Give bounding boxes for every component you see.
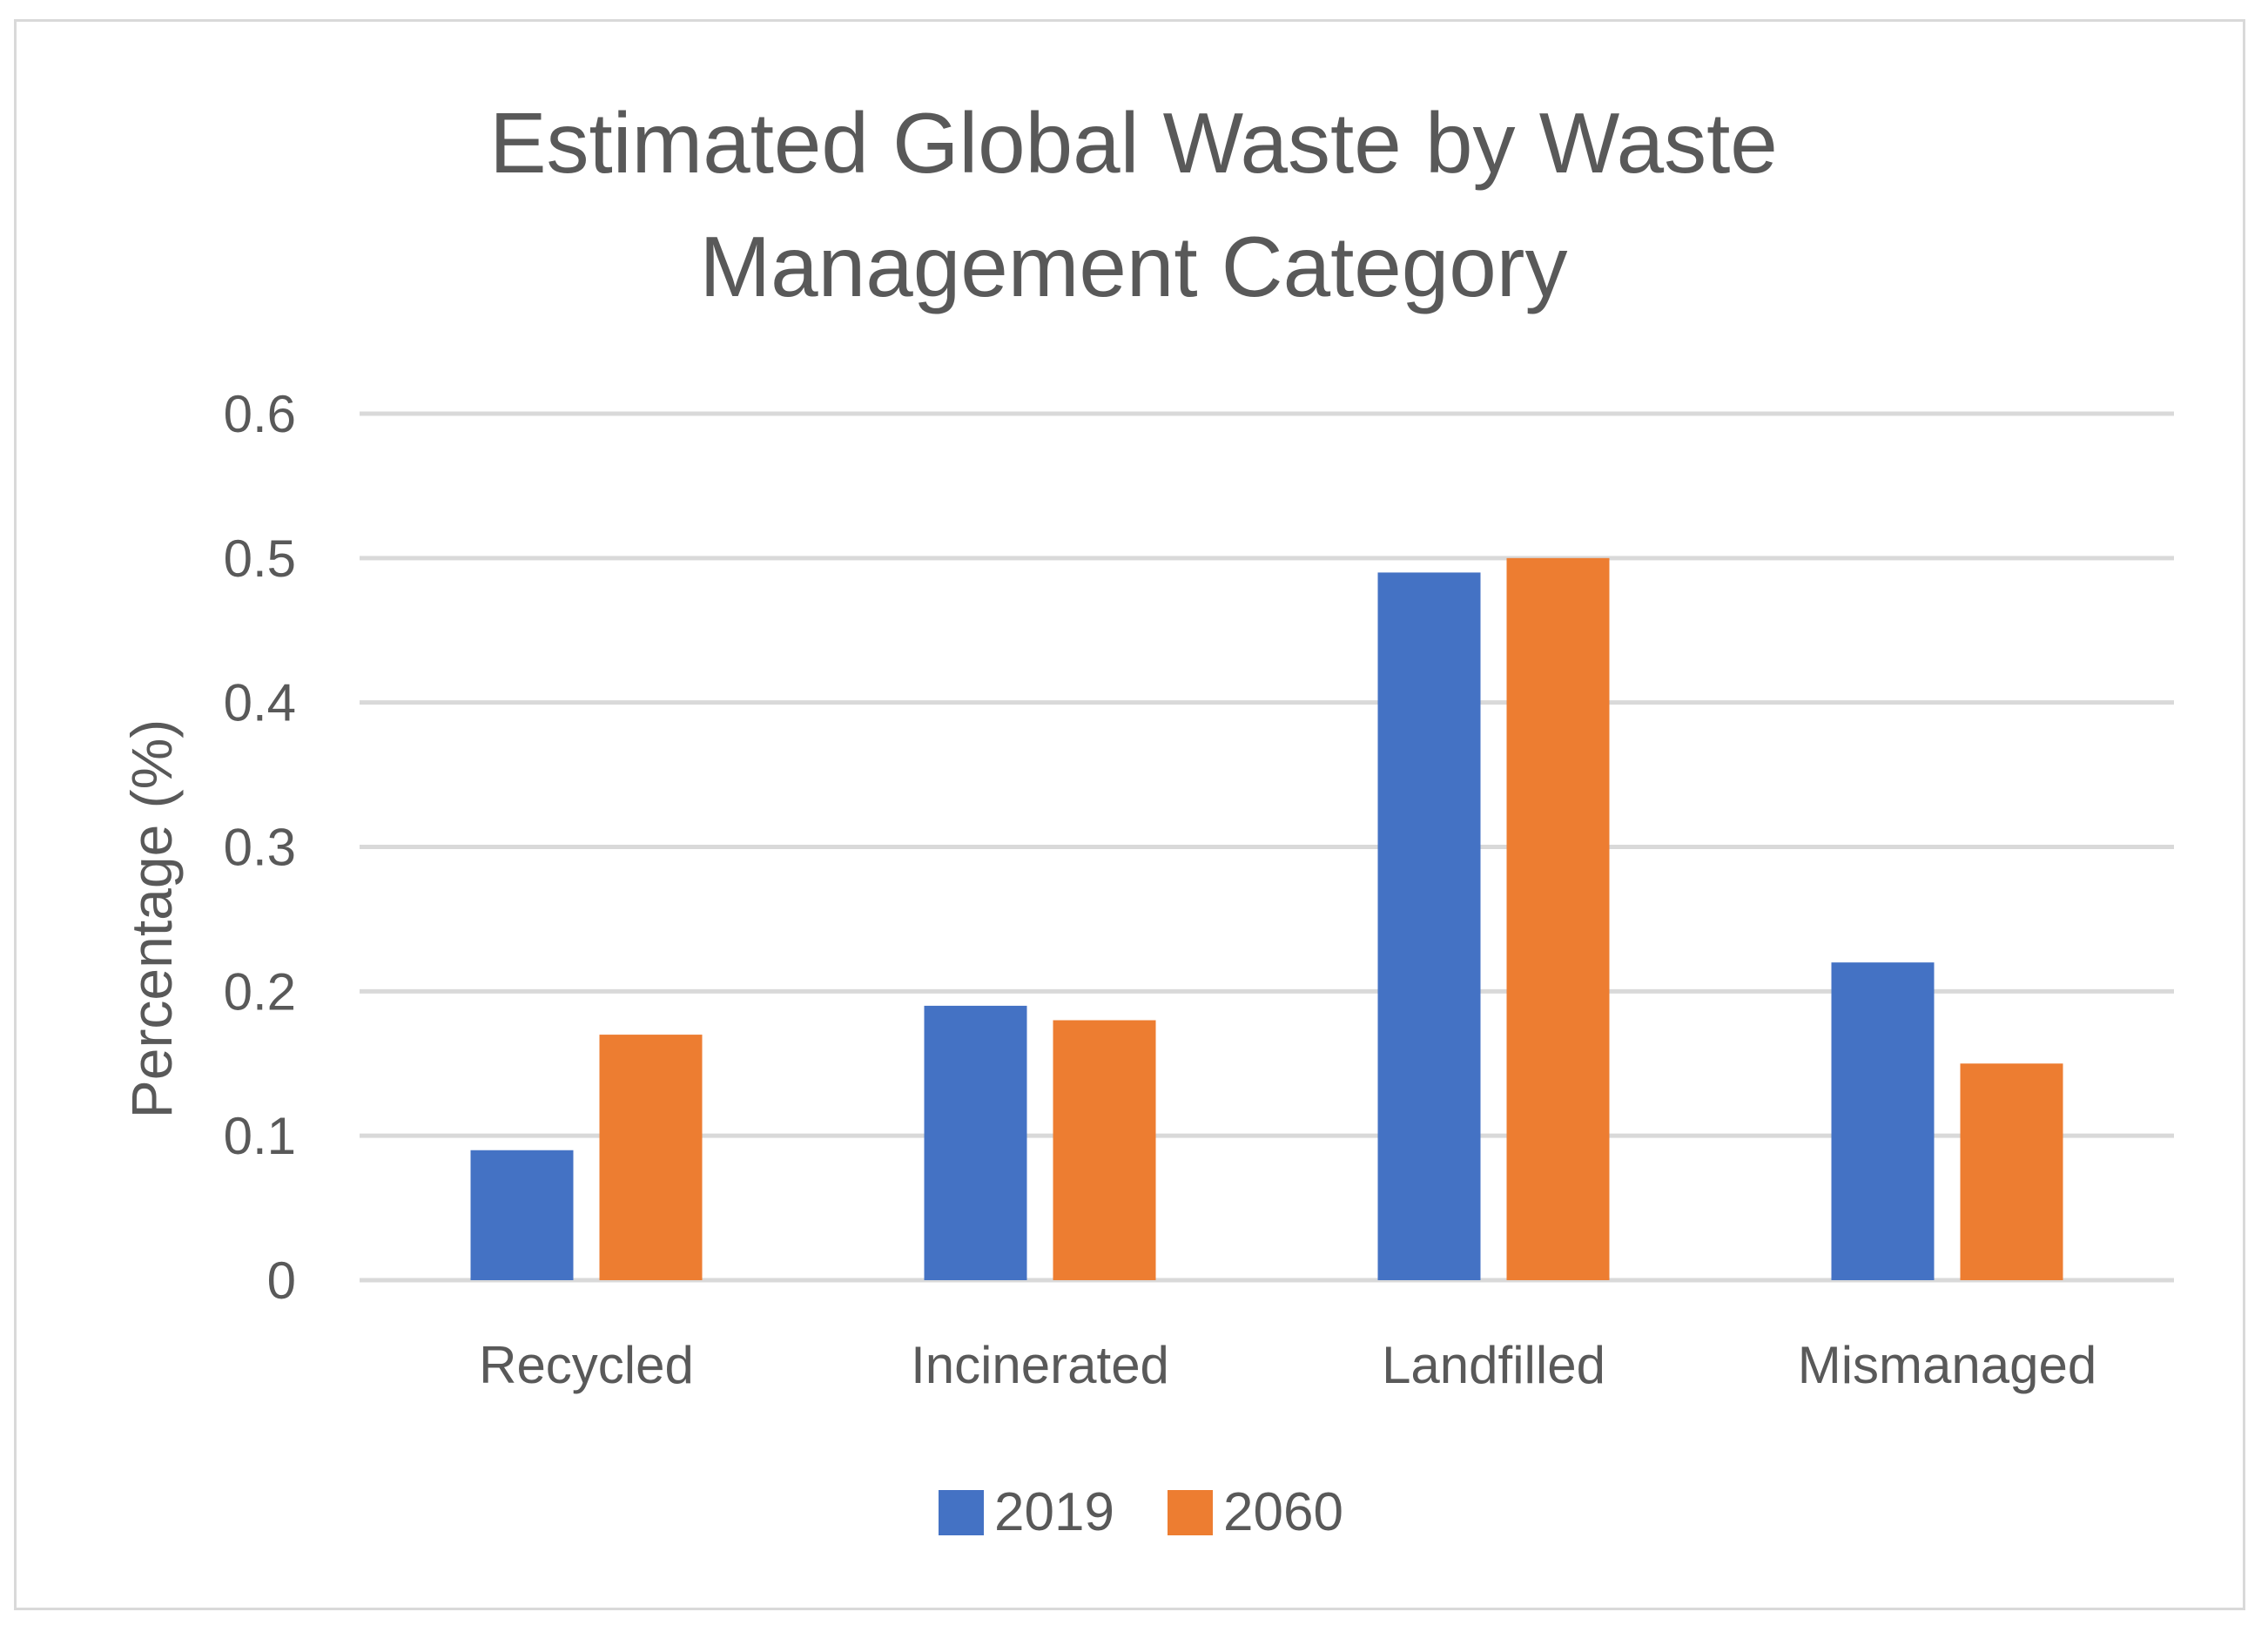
- bar-mismanaged-2019: [1831, 962, 1935, 1280]
- legend: 2019 2060: [939, 1482, 1343, 1542]
- chart-title-line-2: Management Category: [700, 219, 1568, 314]
- legend-swatch: [1168, 1490, 1213, 1535]
- bars: [470, 557, 2063, 1280]
- y-tick-label: 0.6: [224, 385, 296, 443]
- x-category-label: Incinerated: [911, 1336, 1169, 1394]
- y-axis-label: Percentage (%): [119, 719, 184, 1119]
- x-axis-categories: Recycled Incinerated Landfilled Mismanaged: [479, 1336, 2096, 1394]
- y-tick-label: 0.1: [224, 1107, 296, 1165]
- chart-title-line-1: Estimated Global Waste by Waste: [489, 95, 1778, 191]
- legend-item-2060: 2060: [1168, 1482, 1343, 1542]
- chart-frame: [14, 19, 2245, 1610]
- bar-landfilled-2019: [1377, 572, 1481, 1280]
- x-category-label: Mismanaged: [1798, 1336, 2097, 1394]
- bar-recycled-2060: [599, 1035, 703, 1280]
- bar-mismanaged-2060: [1960, 1063, 2063, 1280]
- y-tick-label: 0: [267, 1251, 296, 1310]
- y-axis-ticks: 0 0.1 0.2 0.3 0.4 0.5 0.6: [224, 385, 296, 1310]
- y-tick-label: 0.5: [224, 529, 296, 588]
- bar-recycled-2019: [470, 1150, 574, 1280]
- bar-landfilled-2060: [1506, 557, 1610, 1280]
- x-category-label: Landfilled: [1382, 1336, 1605, 1394]
- legend-label: 2019: [994, 1482, 1114, 1542]
- y-tick-label: 0.4: [224, 674, 296, 732]
- y-tick-label: 0.2: [224, 962, 296, 1021]
- legend-swatch: [939, 1490, 984, 1535]
- y-tick-label: 0.3: [224, 819, 296, 877]
- bar-incinerated-2060: [1053, 1020, 1156, 1280]
- legend-label: 2060: [1223, 1482, 1343, 1542]
- legend-item-2019: 2019: [939, 1482, 1114, 1542]
- chart-title: Estimated Global Waste by Waste Manageme…: [489, 95, 1778, 314]
- x-category-label: Recycled: [479, 1336, 694, 1394]
- bar-incinerated-2019: [924, 1005, 1027, 1280]
